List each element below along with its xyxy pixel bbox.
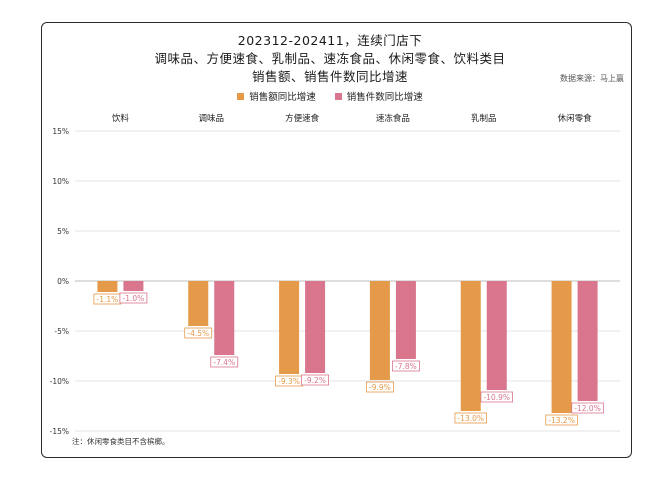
legend-label-sales: 销售额同比增速 (249, 92, 316, 103)
category-label: 调味品 (198, 113, 224, 124)
data-label: -13.2% (548, 416, 575, 425)
data-label-box (454, 412, 487, 424)
bar (97, 281, 118, 292)
data-label: -9.3% (278, 377, 300, 386)
bar (123, 281, 144, 291)
data-label: -9.2% (304, 376, 326, 385)
data-source: 数据来源：马上赢 (560, 74, 624, 83)
bar (214, 281, 235, 355)
data-label: -13.0% (457, 414, 484, 423)
legend: 销售额同比增速 销售件数同比增速 (0, 89, 660, 103)
bar (369, 281, 390, 380)
chart-title-line-3: 销售额、销售件数同比增速 (251, 69, 408, 84)
bar (460, 281, 481, 411)
bar (551, 281, 572, 413)
y-tick-label: 10% (52, 177, 69, 186)
y-tick-label: -10% (50, 377, 69, 386)
data-label: -12.0% (574, 404, 601, 413)
category-label: 速冻食品 (376, 113, 410, 124)
y-tick-label: -5% (54, 327, 69, 336)
data-label: -9.9% (369, 383, 391, 392)
bar (577, 281, 598, 401)
legend-swatch-sales (237, 92, 245, 100)
data-label-box (210, 356, 239, 368)
data-label-box (301, 374, 329, 386)
y-tick-label: 5% (57, 227, 69, 236)
chart-title-line-1: 202312-202411，连续门店下 (237, 33, 423, 48)
category-label: 休闲零食 (558, 113, 593, 124)
bar (279, 281, 300, 374)
legend-swatch-units (334, 92, 342, 100)
data-label: -1.1% (97, 295, 119, 304)
y-tick-label: -15% (50, 427, 69, 436)
legend-item-sales: 销售额同比增速 (237, 89, 316, 103)
chart-title-line-2: 调味品、方便速食、乳制品、速冻食品、休闲零食、饮料类目 (154, 51, 506, 66)
bar (188, 281, 209, 326)
data-label-box (571, 402, 604, 414)
data-label-box (184, 327, 213, 339)
bar (305, 281, 326, 373)
bar (395, 281, 416, 359)
data-label: -10.9% (483, 393, 510, 402)
data-label-box (392, 360, 420, 372)
y-tick-label: 0% (57, 277, 69, 286)
data-label: -7.4% (213, 358, 235, 367)
footnote: 注：休闲零食类目不含槟榔。 (72, 437, 170, 446)
data-label: -4.5% (187, 329, 209, 338)
y-tick-label: 15% (52, 127, 69, 136)
category-label: 乳制品 (471, 113, 497, 124)
data-label-box (366, 381, 394, 393)
data-label-box (480, 391, 513, 403)
category-label: 方便速食 (285, 113, 320, 124)
legend-label-units: 销售件数同比增速 (346, 92, 423, 103)
data-label: -7.8% (395, 362, 417, 371)
data-label-box (119, 292, 148, 304)
data-label: -1.0% (123, 294, 145, 303)
bar (486, 281, 507, 390)
data-label-box (545, 414, 578, 426)
legend-item-units: 销售件数同比增速 (334, 89, 423, 103)
category-label: 饮料 (112, 113, 130, 124)
